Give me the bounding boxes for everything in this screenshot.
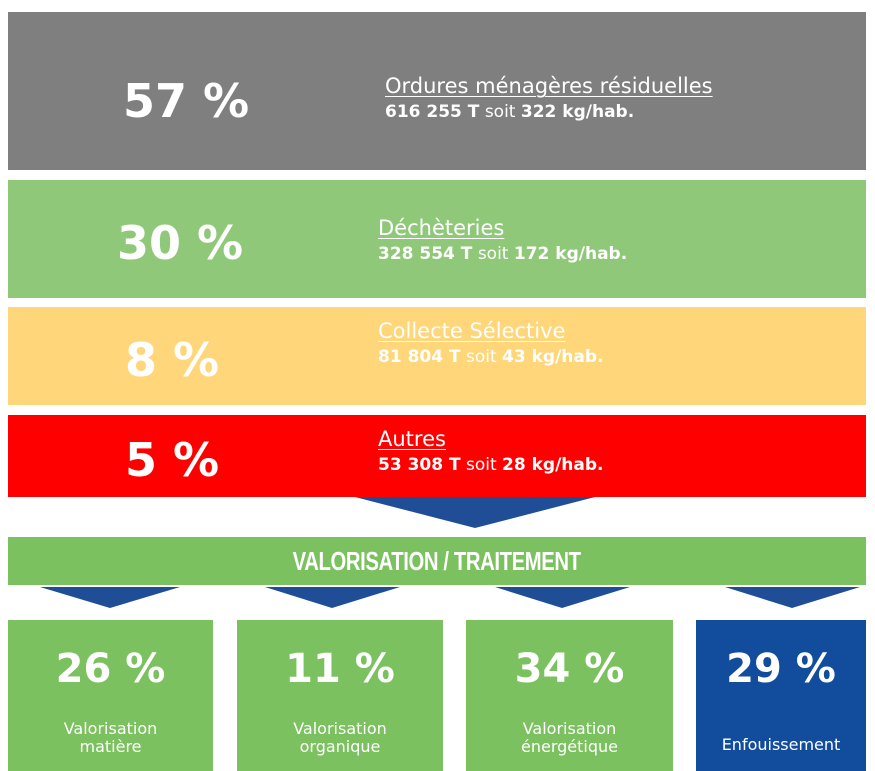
outcome-label: Valorisation organique <box>237 720 443 756</box>
per-capita: 28 kg/hab. <box>502 455 604 475</box>
tonnage: 616 255 T <box>385 102 480 122</box>
outcome-percent: 26 % <box>55 646 166 692</box>
label-line: Enfouissement <box>721 735 841 754</box>
outcome-box: 34 % Valorisation énergétique <box>466 620 673 771</box>
outcome-box: 26 % Valorisation matière <box>8 620 213 771</box>
label-line: organique <box>299 737 381 756</box>
stream-info: Collecte Sélective 81 804 T soit 43 kg/h… <box>378 319 604 367</box>
arrow-down <box>40 587 180 608</box>
section-banner: VALORISATION / TRAITEMENT <box>8 537 866 585</box>
stream-percent: 5 % <box>124 433 220 487</box>
tonnage: 328 554 T <box>378 244 473 264</box>
connector: soit <box>477 244 509 264</box>
banner-text: VALORISATION / TRAITEMENT <box>292 545 582 576</box>
stream-box: 8 % Collecte Sélective 81 804 T soit 43 … <box>8 307 866 405</box>
connector: soit <box>465 347 497 367</box>
stream-title: Ordures ménagères résiduelles <box>385 74 713 98</box>
stream-info: Ordures ménagères résiduelles 616 255 T … <box>385 74 713 122</box>
arrow-down <box>265 587 400 608</box>
stream-percent: 30 % <box>116 216 244 270</box>
label-line: énergétique <box>521 737 618 756</box>
arrow-down <box>725 587 860 608</box>
stream-box: 5 % Autres 53 308 T soit 28 kg/hab. <box>8 415 866 497</box>
label-line: Valorisation <box>293 719 387 738</box>
connector: soit <box>465 455 497 475</box>
stream-box: 57 % Ordures ménagères résiduelles 616 2… <box>8 12 866 170</box>
stream-figures: 53 308 T soit 28 kg/hab. <box>378 455 604 475</box>
connector: soit <box>484 102 516 122</box>
per-capita: 322 kg/hab. <box>520 102 635 122</box>
tonnage: 53 308 T <box>378 455 461 475</box>
per-capita: 43 kg/hab. <box>502 347 604 367</box>
stream-percent: 8 % <box>124 333 220 387</box>
stream-figures: 81 804 T soit 43 kg/hab. <box>378 347 604 367</box>
per-capita: 172 kg/hab. <box>513 244 628 264</box>
stream-figures: 616 255 T soit 322 kg/hab. <box>385 102 713 122</box>
stream-percent: 57 % <box>122 74 250 128</box>
stream-box: 30 % Déchèteries 328 554 T soit 172 kg/h… <box>8 180 866 298</box>
outcome-percent: 34 % <box>514 646 625 692</box>
outcome-label: Valorisation énergétique <box>466 720 673 756</box>
outcome-percent: 29 % <box>726 646 836 692</box>
outcome-label: Enfouissement <box>696 736 866 754</box>
stream-info: Déchèteries 328 554 T soit 172 kg/hab. <box>378 216 627 264</box>
stream-title: Collecte Sélective <box>378 319 566 343</box>
stream-title: Déchèteries <box>378 216 505 240</box>
arrow-down <box>495 587 630 608</box>
outcome-box: 29 % Enfouissement <box>696 620 866 771</box>
label-line: Valorisation <box>63 719 158 738</box>
outcome-percent: 11 % <box>285 646 395 692</box>
tonnage: 81 804 T <box>378 347 461 367</box>
label-line: matière <box>79 737 142 756</box>
stream-title: Autres <box>378 427 446 451</box>
outcome-box: 11 % Valorisation organique <box>237 620 443 771</box>
stream-figures: 328 554 T soit 172 kg/hab. <box>378 244 627 264</box>
label-line: Valorisation <box>522 719 617 738</box>
arrow-down <box>355 497 595 528</box>
outcome-label: Valorisation matière <box>8 720 213 756</box>
stream-info: Autres 53 308 T soit 28 kg/hab. <box>378 427 604 475</box>
